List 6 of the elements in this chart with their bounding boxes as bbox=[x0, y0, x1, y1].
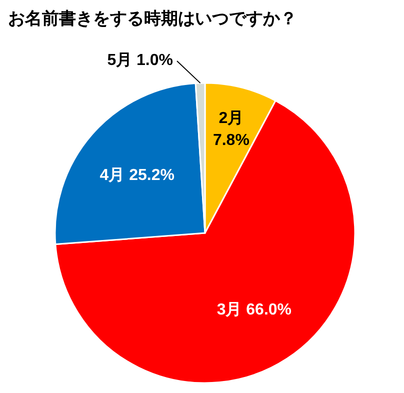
slice-label: 5月 1.0% bbox=[107, 52, 173, 69]
chart-title: お名前書きをする時期はいつですか？ bbox=[8, 9, 297, 28]
data-label: 7.8% bbox=[212, 132, 250, 150]
slice-label: 4月 25.2% bbox=[100, 166, 174, 184]
slice-label: 2月 bbox=[218, 110, 244, 128]
slice-label: 3月 66.0% bbox=[216, 301, 292, 318]
